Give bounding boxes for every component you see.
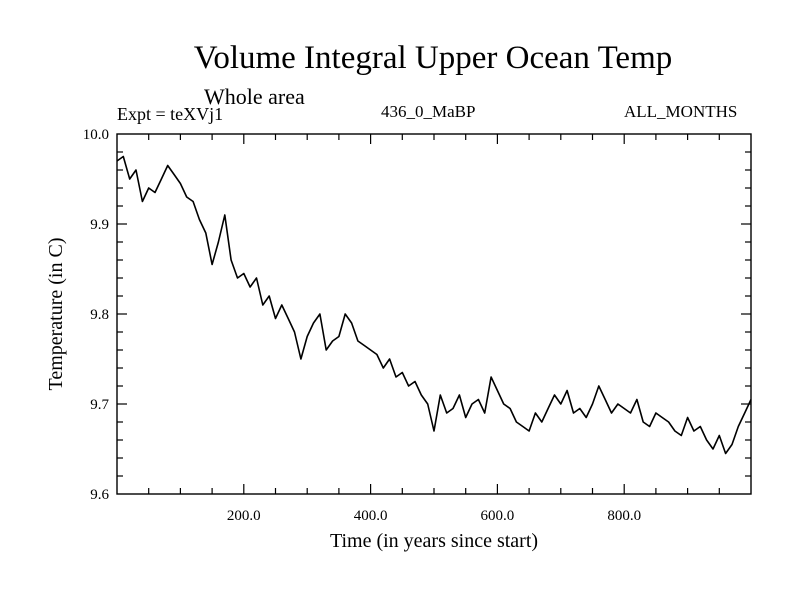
y-tick-label: 9.9 (90, 217, 109, 233)
temperature-series-line (116, 155, 752, 455)
chart-subtitle: Whole area (204, 84, 305, 109)
chart-title: Volume Integral Upper Ocean Temp (193, 40, 673, 76)
x-tick-label: 800.0 (607, 508, 641, 524)
y-tick-label: 9.7 (90, 397, 109, 413)
x-tick-label: 600.0 (481, 508, 515, 524)
experiment-label: Expt = teXVj1 (117, 104, 224, 124)
x-tick-label: 200.0 (227, 508, 261, 524)
plot-frame (116, 133, 752, 495)
y-tick-label: 10.0 (83, 127, 109, 143)
x-tick-label: 400.0 (354, 508, 388, 524)
y-tick-label: 9.6 (90, 487, 109, 503)
y-tick-label: 9.8 (90, 307, 109, 323)
x-axis-title: Time (in years since start) (330, 530, 538, 552)
x-axis: 200.0 400.0 600.0 800.0 (148, 134, 720, 524)
months-label: ALL_MONTHS (624, 102, 738, 121)
period-label: 436_0_MaBP (381, 102, 476, 121)
y-axis: 9.6 9.7 9.8 9.9 10.0 (83, 127, 751, 503)
y-axis-title: Temperature (in C) (45, 238, 67, 391)
